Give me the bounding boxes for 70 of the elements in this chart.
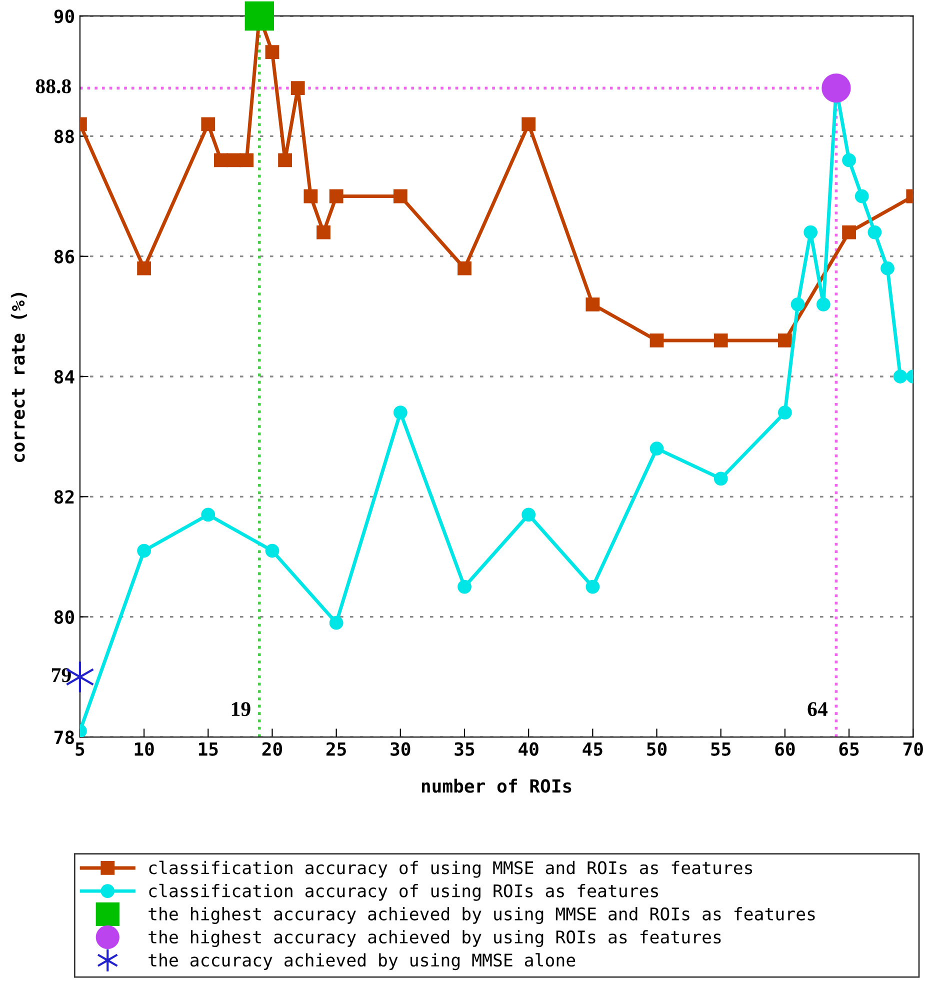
point: [650, 442, 664, 456]
point: [868, 225, 882, 240]
point: [265, 45, 280, 59]
point: [458, 261, 472, 276]
legend-label: classification accuracy of using MMSE and ROIs as features: [149, 860, 752, 878]
point: [650, 334, 664, 348]
x-tick-label: 15: [198, 742, 218, 756]
point: [522, 117, 536, 132]
y-tick-label: 90: [54, 9, 74, 24]
point: [854, 189, 869, 204]
point: [714, 472, 728, 486]
point: [816, 297, 830, 312]
x-tick-label: 35: [454, 742, 474, 756]
point: [304, 189, 318, 204]
point: [880, 261, 894, 276]
ref-line-label: 19: [232, 702, 250, 716]
x-tick-label: 60: [775, 742, 795, 756]
point: [329, 189, 344, 204]
point: [393, 189, 408, 204]
point: [278, 153, 292, 168]
point: [778, 406, 792, 420]
point: [458, 580, 472, 594]
x-tick-label: 40: [518, 742, 538, 756]
x-tick-label: 70: [903, 742, 923, 756]
legend-label: classification accuracy of using ROIs as features: [149, 884, 658, 901]
x-tick-label: 10: [134, 742, 154, 756]
ref-line-label: 88.8: [36, 79, 71, 94]
ref-line-label: 64: [808, 702, 828, 716]
point: [265, 544, 280, 558]
legend-label: the highest accuracy achieved by using MMSE and ROIs as features: [148, 907, 815, 924]
x-tick-label: 50: [647, 742, 667, 756]
x-axis-title: number of ROIs: [422, 778, 572, 793]
point: [329, 616, 344, 630]
y-axis-title: correct rate (%): [10, 292, 27, 462]
point: [804, 225, 818, 240]
point: [822, 74, 851, 103]
point: [214, 153, 228, 168]
point: [290, 81, 305, 96]
point: [586, 297, 600, 312]
point: [137, 544, 151, 558]
point: [201, 508, 216, 522]
point: [790, 297, 805, 312]
y-tick-label: 86: [54, 250, 74, 264]
y-tick-label: 78: [54, 730, 74, 744]
x-tick-label: 30: [390, 742, 410, 756]
point: [316, 225, 330, 240]
point: [842, 225, 856, 240]
point: [893, 370, 908, 384]
point: [714, 334, 728, 348]
x-tick-label: 5: [76, 742, 84, 756]
x-tick-label: 20: [262, 742, 282, 756]
x-tick-label: 45: [582, 742, 602, 756]
y-tick-label: 80: [54, 610, 74, 624]
y-tick-label: 88: [54, 130, 74, 144]
point: [244, 1, 274, 31]
legend-label: the accuracy achieved by using MMSE alone: [148, 953, 576, 970]
point: [842, 153, 856, 168]
y-tick-label: 82: [54, 490, 74, 504]
point: [240, 153, 254, 168]
y-tick-label: 84: [54, 370, 74, 384]
point: [201, 117, 216, 132]
point: [586, 580, 600, 594]
point: [393, 406, 408, 420]
x-tick-label: 25: [326, 742, 346, 756]
point: [137, 261, 151, 276]
point: [778, 334, 792, 348]
x-tick-label: 55: [711, 742, 731, 756]
x-tick-label: 65: [839, 742, 859, 756]
point: [522, 508, 536, 522]
legend-label: the highest accuracy achieved by using ROIs as features: [148, 930, 721, 948]
